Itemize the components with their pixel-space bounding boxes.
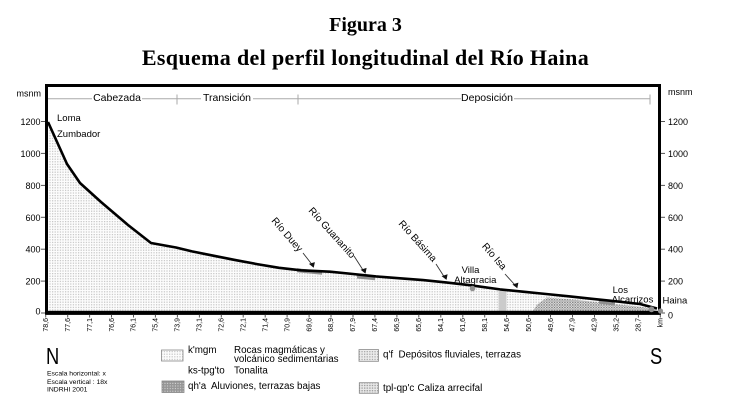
svg-text:73,9: 73,9 bbox=[175, 318, 182, 332]
svg-text:0: 0 bbox=[668, 311, 673, 321]
svg-text:70,9: 70,9 bbox=[284, 318, 291, 332]
svg-text:Escala vertical : 18x: Escala vertical : 18x bbox=[47, 379, 108, 386]
svg-text:600: 600 bbox=[668, 213, 683, 223]
svg-text:Transición: Transición bbox=[203, 92, 251, 104]
svg-text:78,6: 78,6 bbox=[43, 318, 50, 332]
svg-text:77,1: 77,1 bbox=[87, 318, 94, 332]
svg-text:Haina: Haina bbox=[663, 296, 689, 307]
svg-text:50,6: 50,6 bbox=[526, 318, 533, 332]
svg-text:Caliza arrecifal: Caliza arrecifal bbox=[418, 383, 483, 394]
svg-text:ks-tpg'to: ks-tpg'to bbox=[188, 365, 225, 376]
svg-text:49,6: 49,6 bbox=[548, 318, 555, 332]
svg-text:35,2: 35,2 bbox=[614, 318, 621, 332]
svg-text:Río Guananito: Río Guananito bbox=[306, 206, 358, 262]
svg-text:INDRHI 2001: INDRHI 2001 bbox=[47, 387, 88, 394]
svg-text:1000: 1000 bbox=[20, 149, 40, 159]
svg-text:Los: Los bbox=[613, 285, 629, 296]
svg-text:Río Isa: Río Isa bbox=[479, 241, 508, 272]
svg-text:54,6: 54,6 bbox=[504, 318, 511, 332]
svg-text:76,6: 76,6 bbox=[109, 318, 116, 332]
svg-text:S: S bbox=[650, 344, 662, 370]
svg-text:64,1: 64,1 bbox=[438, 318, 445, 332]
svg-text:msnm: msnm bbox=[17, 89, 42, 99]
svg-text:0: 0 bbox=[35, 307, 40, 317]
svg-text:Villa: Villa bbox=[462, 265, 480, 276]
svg-text:Loma: Loma bbox=[57, 113, 81, 124]
svg-text:76,1: 76,1 bbox=[131, 318, 138, 332]
svg-text:Cabezada: Cabezada bbox=[93, 92, 141, 104]
svg-text:Río Básima: Río Básima bbox=[396, 219, 439, 265]
svg-text:Escala horizontal: x: Escala horizontal: x bbox=[47, 371, 107, 378]
svg-text:N: N bbox=[46, 344, 59, 370]
svg-text:65,6: 65,6 bbox=[416, 318, 423, 332]
svg-text:47,9: 47,9 bbox=[570, 318, 577, 332]
svg-text:800: 800 bbox=[25, 181, 40, 191]
svg-text:Río Duey: Río Duey bbox=[269, 216, 305, 255]
svg-text:58,1: 58,1 bbox=[482, 318, 489, 332]
svg-text:Depósitos fluviales, terrazas: Depósitos fluviales, terrazas bbox=[399, 350, 522, 361]
svg-text:Altagracia: Altagracia bbox=[454, 275, 497, 286]
svg-text:68,9: 68,9 bbox=[328, 318, 335, 332]
svg-text:Alcarrizos: Alcarrizos bbox=[612, 294, 654, 305]
svg-text:75,4: 75,4 bbox=[153, 318, 160, 332]
svg-text:1200: 1200 bbox=[668, 117, 688, 127]
svg-text:k'mgm: k'mgm bbox=[188, 345, 217, 356]
svg-text:200: 200 bbox=[668, 277, 683, 287]
svg-text:69,6: 69,6 bbox=[306, 318, 313, 332]
svg-text:72,6: 72,6 bbox=[219, 318, 226, 332]
svg-text:Deposición: Deposición bbox=[461, 92, 513, 104]
svg-text:tpl-qp'c: tpl-qp'c bbox=[383, 383, 414, 394]
svg-text:km: km bbox=[658, 318, 665, 328]
svg-text:66,9: 66,9 bbox=[394, 318, 401, 332]
svg-text:77,6: 77,6 bbox=[65, 318, 72, 332]
svg-text:67,4: 67,4 bbox=[372, 318, 379, 332]
svg-text:28,7: 28,7 bbox=[636, 318, 643, 332]
svg-text:72,1: 72,1 bbox=[240, 318, 247, 332]
svg-text:1000: 1000 bbox=[668, 149, 688, 159]
svg-text:Aluviones, terrazas bajas: Aluviones, terrazas bajas bbox=[211, 381, 321, 392]
svg-text:Zumbador: Zumbador bbox=[57, 129, 100, 140]
svg-text:400: 400 bbox=[25, 245, 40, 255]
svg-text:msnm: msnm bbox=[668, 87, 693, 97]
svg-text:volcánico sedimentarias: volcánico sedimentarias bbox=[234, 354, 339, 365]
svg-text:67,9: 67,9 bbox=[350, 318, 357, 332]
svg-text:1200: 1200 bbox=[20, 117, 40, 127]
svg-text:600: 600 bbox=[25, 213, 40, 223]
svg-text:Tonalita: Tonalita bbox=[234, 365, 268, 376]
svg-text:42,9: 42,9 bbox=[592, 318, 599, 332]
svg-text:Rocas magmáticas y: Rocas magmáticas y bbox=[234, 345, 325, 356]
svg-text:71,4: 71,4 bbox=[262, 318, 269, 332]
svg-text:73,1: 73,1 bbox=[197, 318, 204, 332]
svg-text:800: 800 bbox=[668, 181, 683, 191]
svg-text:61,6: 61,6 bbox=[460, 318, 467, 332]
svg-text:200: 200 bbox=[25, 277, 40, 287]
svg-text:q'f: q'f bbox=[383, 350, 393, 361]
svg-text:qh'a: qh'a bbox=[188, 381, 207, 392]
svg-text:400: 400 bbox=[668, 245, 683, 255]
